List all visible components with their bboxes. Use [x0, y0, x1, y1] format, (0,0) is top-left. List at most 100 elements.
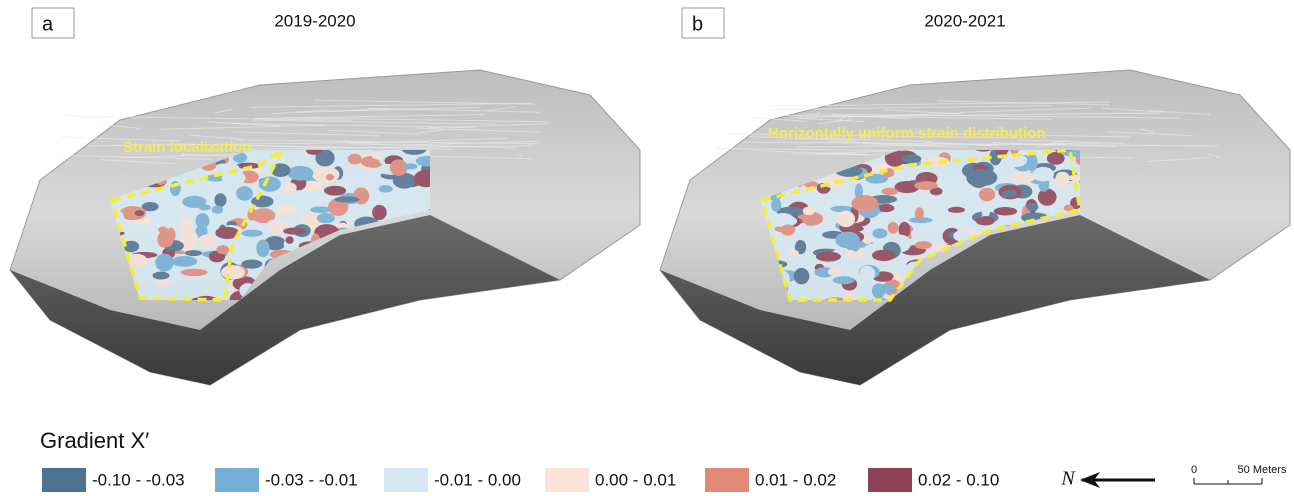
strain-blob: [882, 188, 898, 196]
strain-blob: [979, 188, 995, 202]
strain-blob: [212, 206, 223, 214]
strain-blob: [1002, 190, 1018, 197]
strain-blob: [872, 228, 887, 238]
strain-blob: [976, 216, 995, 225]
strain-blob: [833, 276, 855, 284]
scale-start: 0: [1191, 464, 1197, 476]
panel-title: 2020-2021: [924, 11, 1005, 30]
strain-blob: [282, 182, 296, 192]
legend-swatch: [868, 468, 912, 492]
strain-blob: [830, 206, 853, 212]
strain-blob: [780, 225, 795, 236]
strain-blob: [198, 234, 217, 248]
strain-blob: [182, 231, 198, 245]
strain-blob: [242, 230, 263, 237]
strain-blob: [915, 207, 924, 219]
strain-blob: [878, 204, 895, 212]
strain-blob: [288, 166, 314, 181]
strain-blob: [982, 207, 990, 218]
strain-blob: [948, 207, 965, 213]
strain-blob: [232, 247, 255, 258]
north-label: N: [1060, 468, 1076, 490]
strain-blob: [789, 250, 799, 256]
panel-label: b: [692, 13, 703, 35]
legend-label: -0.03 - -0.01: [265, 470, 358, 489]
strain-blob: [1027, 154, 1038, 172]
strain-blob: [878, 284, 896, 293]
strain-blob: [173, 279, 198, 293]
legend-swatch: [705, 468, 749, 492]
scale-end: 50 Meters: [1238, 464, 1287, 476]
strain-blob: [1047, 152, 1065, 165]
strain-blob: [221, 265, 245, 279]
strain-blob: [155, 254, 173, 272]
strain-blob: [888, 222, 899, 234]
strain-blob: [434, 298, 446, 309]
strain-blob: [828, 268, 841, 276]
strain-blob: [185, 250, 202, 256]
legend-label: 0.00 - 0.01: [595, 470, 676, 489]
strain-blob: [317, 213, 335, 223]
strain-blob: [1038, 188, 1057, 205]
legend-label: -0.10 - -0.03: [92, 470, 185, 489]
strain-blob: [196, 213, 210, 229]
strain-blob: [135, 210, 145, 216]
strain-blob: [153, 272, 170, 280]
strain-blob: [994, 207, 1018, 215]
strain-blob: [283, 228, 305, 235]
north-arrow: [1080, 472, 1155, 488]
strain-blob: [1010, 172, 1035, 183]
strain-blob: [902, 154, 922, 163]
strain-blob: [403, 163, 417, 169]
strain-blob: [794, 268, 810, 284]
strain-blob: [276, 204, 296, 215]
strain-blob: [772, 213, 794, 225]
strain-blob: [771, 199, 781, 212]
strain-blob: [241, 259, 262, 268]
strain-blob: [872, 250, 896, 261]
strain-blob: [837, 211, 855, 227]
legend-label: 0.01 - 0.02: [755, 470, 836, 489]
strain-blob: [851, 195, 878, 212]
strain-blob: [326, 174, 334, 180]
strain-blob: [334, 196, 359, 202]
panel-title: 2019-2020: [274, 11, 355, 30]
strain-blob: [353, 187, 369, 204]
map-panel: b 2020-2021 Horizontally uniform strain di…: [660, 8, 1290, 385]
legend-swatch: [384, 468, 428, 492]
strain-blob: [348, 154, 362, 165]
strain-blob: [214, 193, 226, 207]
legend-label: -0.01 - 0.00: [434, 470, 521, 489]
strain-blob: [158, 230, 174, 247]
annotation: Horizontally uniform strain distribution: [768, 125, 1046, 142]
map-panel: a 2019-2020 Strain localization: [10, 8, 640, 385]
strain-blob: [312, 166, 339, 183]
legend-swatch: [545, 468, 589, 492]
strain-blob: [181, 269, 208, 276]
legend-label: 0.02 - 0.10: [918, 470, 999, 489]
legend-swatch: [42, 468, 86, 492]
strain-blob: [216, 245, 229, 254]
strain-blob: [1026, 203, 1038, 211]
strain-blob: [236, 186, 253, 200]
scale-bar: [1194, 478, 1262, 484]
legend-title: Gradient X′: [40, 428, 149, 453]
strain-blob: [286, 236, 294, 244]
strain-blob: [324, 186, 346, 196]
panel-label: a: [42, 13, 54, 35]
strain-blob: [259, 177, 281, 192]
strain-blob: [966, 166, 976, 178]
strain-blob: [835, 232, 860, 248]
strain-blob: [803, 207, 815, 216]
strain-blob: [914, 181, 938, 190]
strain-blob: [911, 228, 928, 242]
figure: N 0 50 Meters Gradient X′ a 2019-2020 Stra…: [0, 0, 1294, 496]
strain-blob: [379, 185, 393, 192]
strain-blob: [372, 205, 387, 220]
strain-blob: [180, 217, 192, 232]
strain-blob: [859, 266, 875, 282]
strain-blob: [816, 252, 841, 262]
strain-blob: [310, 206, 331, 213]
legend-swatch: [215, 468, 259, 492]
annotation: Strain localization: [123, 139, 251, 156]
